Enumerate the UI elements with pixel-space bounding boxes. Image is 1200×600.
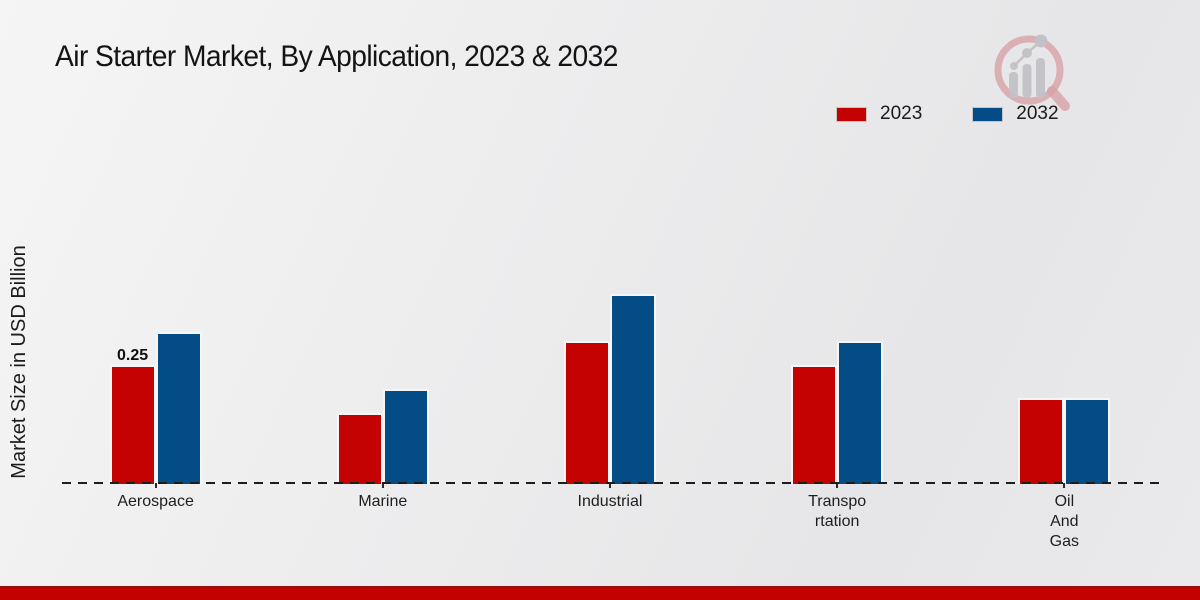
y-axis-label: Market Size in USD Billion bbox=[8, 245, 30, 479]
bar-2032-oil-and-gas bbox=[1064, 398, 1111, 484]
bar-2023-transportation bbox=[791, 365, 838, 484]
x-axis-tick bbox=[608, 483, 611, 488]
x-axis-label-aerospace: Aerospace bbox=[117, 493, 194, 510]
legend-item-2023: 2023 bbox=[836, 103, 922, 125]
x-axis-baseline bbox=[62, 482, 1159, 484]
x-axis-label-transportation: Transpo rtation bbox=[808, 493, 867, 530]
bar-2032-industrial bbox=[609, 294, 656, 484]
legend-swatch-2032 bbox=[972, 106, 1004, 122]
bar-2023-industrial bbox=[563, 341, 610, 484]
footer-stripe bbox=[0, 586, 1200, 600]
bar-2023-oil-and-gas bbox=[1018, 398, 1065, 484]
magnifier-growth-chart-logo bbox=[994, 34, 1070, 111]
bar-2032-aerospace bbox=[155, 332, 202, 484]
bar-2032-marine bbox=[382, 389, 429, 484]
x-axis-tick bbox=[836, 483, 839, 488]
bar-group-marine: Marine bbox=[269, 0, 496, 510]
x-axis-tick bbox=[1063, 483, 1066, 488]
x-axis-label-industrial: Industrial bbox=[577, 493, 643, 510]
x-axis-label-oil-and-gas: Oil And Gas bbox=[1049, 493, 1080, 550]
bar-2023-aerospace: 0.25 bbox=[109, 347, 156, 484]
x-axis-tick bbox=[154, 483, 157, 488]
bar-group-oil-and-gas: Oil And Gas bbox=[951, 0, 1178, 550]
bar-group-industrial: Industrial bbox=[496, 0, 723, 510]
bar-2032-transportation bbox=[837, 341, 884, 484]
chart-title: Air Starter Market, By Application, 2023… bbox=[55, 40, 618, 73]
bar-group-aerospace: 0.25 Aerospace bbox=[42, 0, 269, 510]
x-axis-tick bbox=[381, 483, 384, 488]
legend-swatch-2023 bbox=[836, 106, 867, 122]
legend-item-2032: 2032 bbox=[972, 103, 1059, 125]
legend: 2023 2032 bbox=[836, 103, 1059, 125]
plot-area: 0.25 Aerospace Marine Industrial Transpo rta… bbox=[42, 0, 1178, 550]
legend-label-2032: 2032 bbox=[1016, 103, 1059, 124]
x-axis-label-marine: Marine bbox=[358, 493, 408, 510]
bar-group-transportation: Transpo rtation bbox=[724, 0, 951, 530]
legend-label-2023: 2023 bbox=[880, 103, 923, 124]
bar-2023-marine bbox=[336, 413, 383, 484]
bar-value-label: 0.25 bbox=[117, 347, 149, 364]
